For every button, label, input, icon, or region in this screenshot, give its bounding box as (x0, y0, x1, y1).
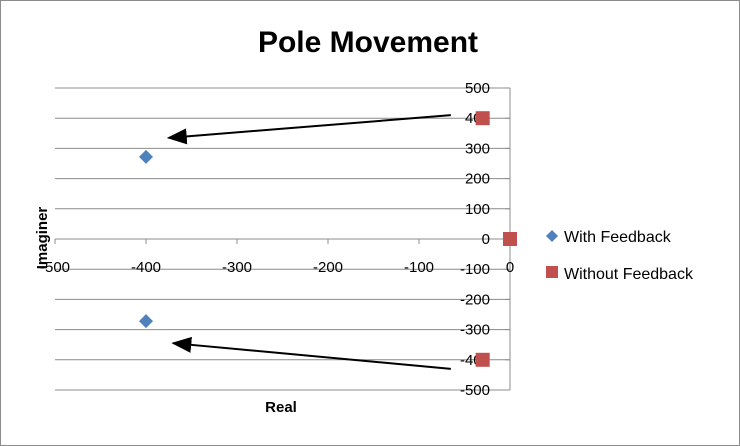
data-point-diamond (139, 314, 153, 329)
data-point-diamond (139, 149, 153, 164)
annotation-arrow (166, 114, 451, 145)
x-tick-label: -400 (131, 259, 161, 276)
y-tick-labels: 5004003002001000-100-200-300-400-500 (460, 80, 490, 399)
legend-label-with-feedback: With Feedback (564, 229, 672, 246)
y-tick-label: 0 (482, 231, 490, 248)
annotation-arrows (166, 114, 451, 370)
y-tick-label: 300 (465, 140, 490, 157)
x-axis-title: Real (265, 399, 297, 416)
legend-label-without-feedback: Without Feedback (564, 266, 694, 283)
x-tick-label: -200 (313, 259, 343, 276)
y-tick-label: -500 (460, 382, 490, 399)
gridlines (55, 87, 510, 391)
data-point-square (475, 352, 490, 367)
x-tick-label: -100 (404, 259, 434, 276)
legend: With Feedback Without Feedback (546, 229, 694, 283)
legend-item-with-feedback: With Feedback (546, 229, 672, 246)
x-tick-label: 0 (506, 259, 514, 276)
legend-item-without-feedback: Without Feedback (546, 266, 694, 283)
x-tick-label: -300 (222, 259, 252, 276)
chart-title: Pole Movement (258, 26, 478, 59)
legend-marker-square (546, 266, 558, 278)
annotation-arrow (171, 336, 451, 370)
data-point-square (475, 111, 490, 126)
y-tick-label: -100 (460, 261, 490, 278)
y-tick-label: -200 (460, 291, 490, 308)
legend-marker-diamond (546, 230, 558, 242)
y-tick-label: -300 (460, 322, 490, 339)
x-tick-labels: -500 -400 -300 -200 -100 0 (40, 259, 514, 276)
y-axis-title: Imaginer (34, 207, 51, 270)
data-point-square (503, 232, 517, 246)
x-tick-label: -500 (40, 259, 70, 276)
axes (54, 87, 511, 391)
y-tick-label: 200 (465, 171, 490, 188)
y-tick-label: 100 (465, 201, 490, 218)
data-points (139, 111, 517, 367)
y-tick-label: 500 (465, 80, 490, 97)
